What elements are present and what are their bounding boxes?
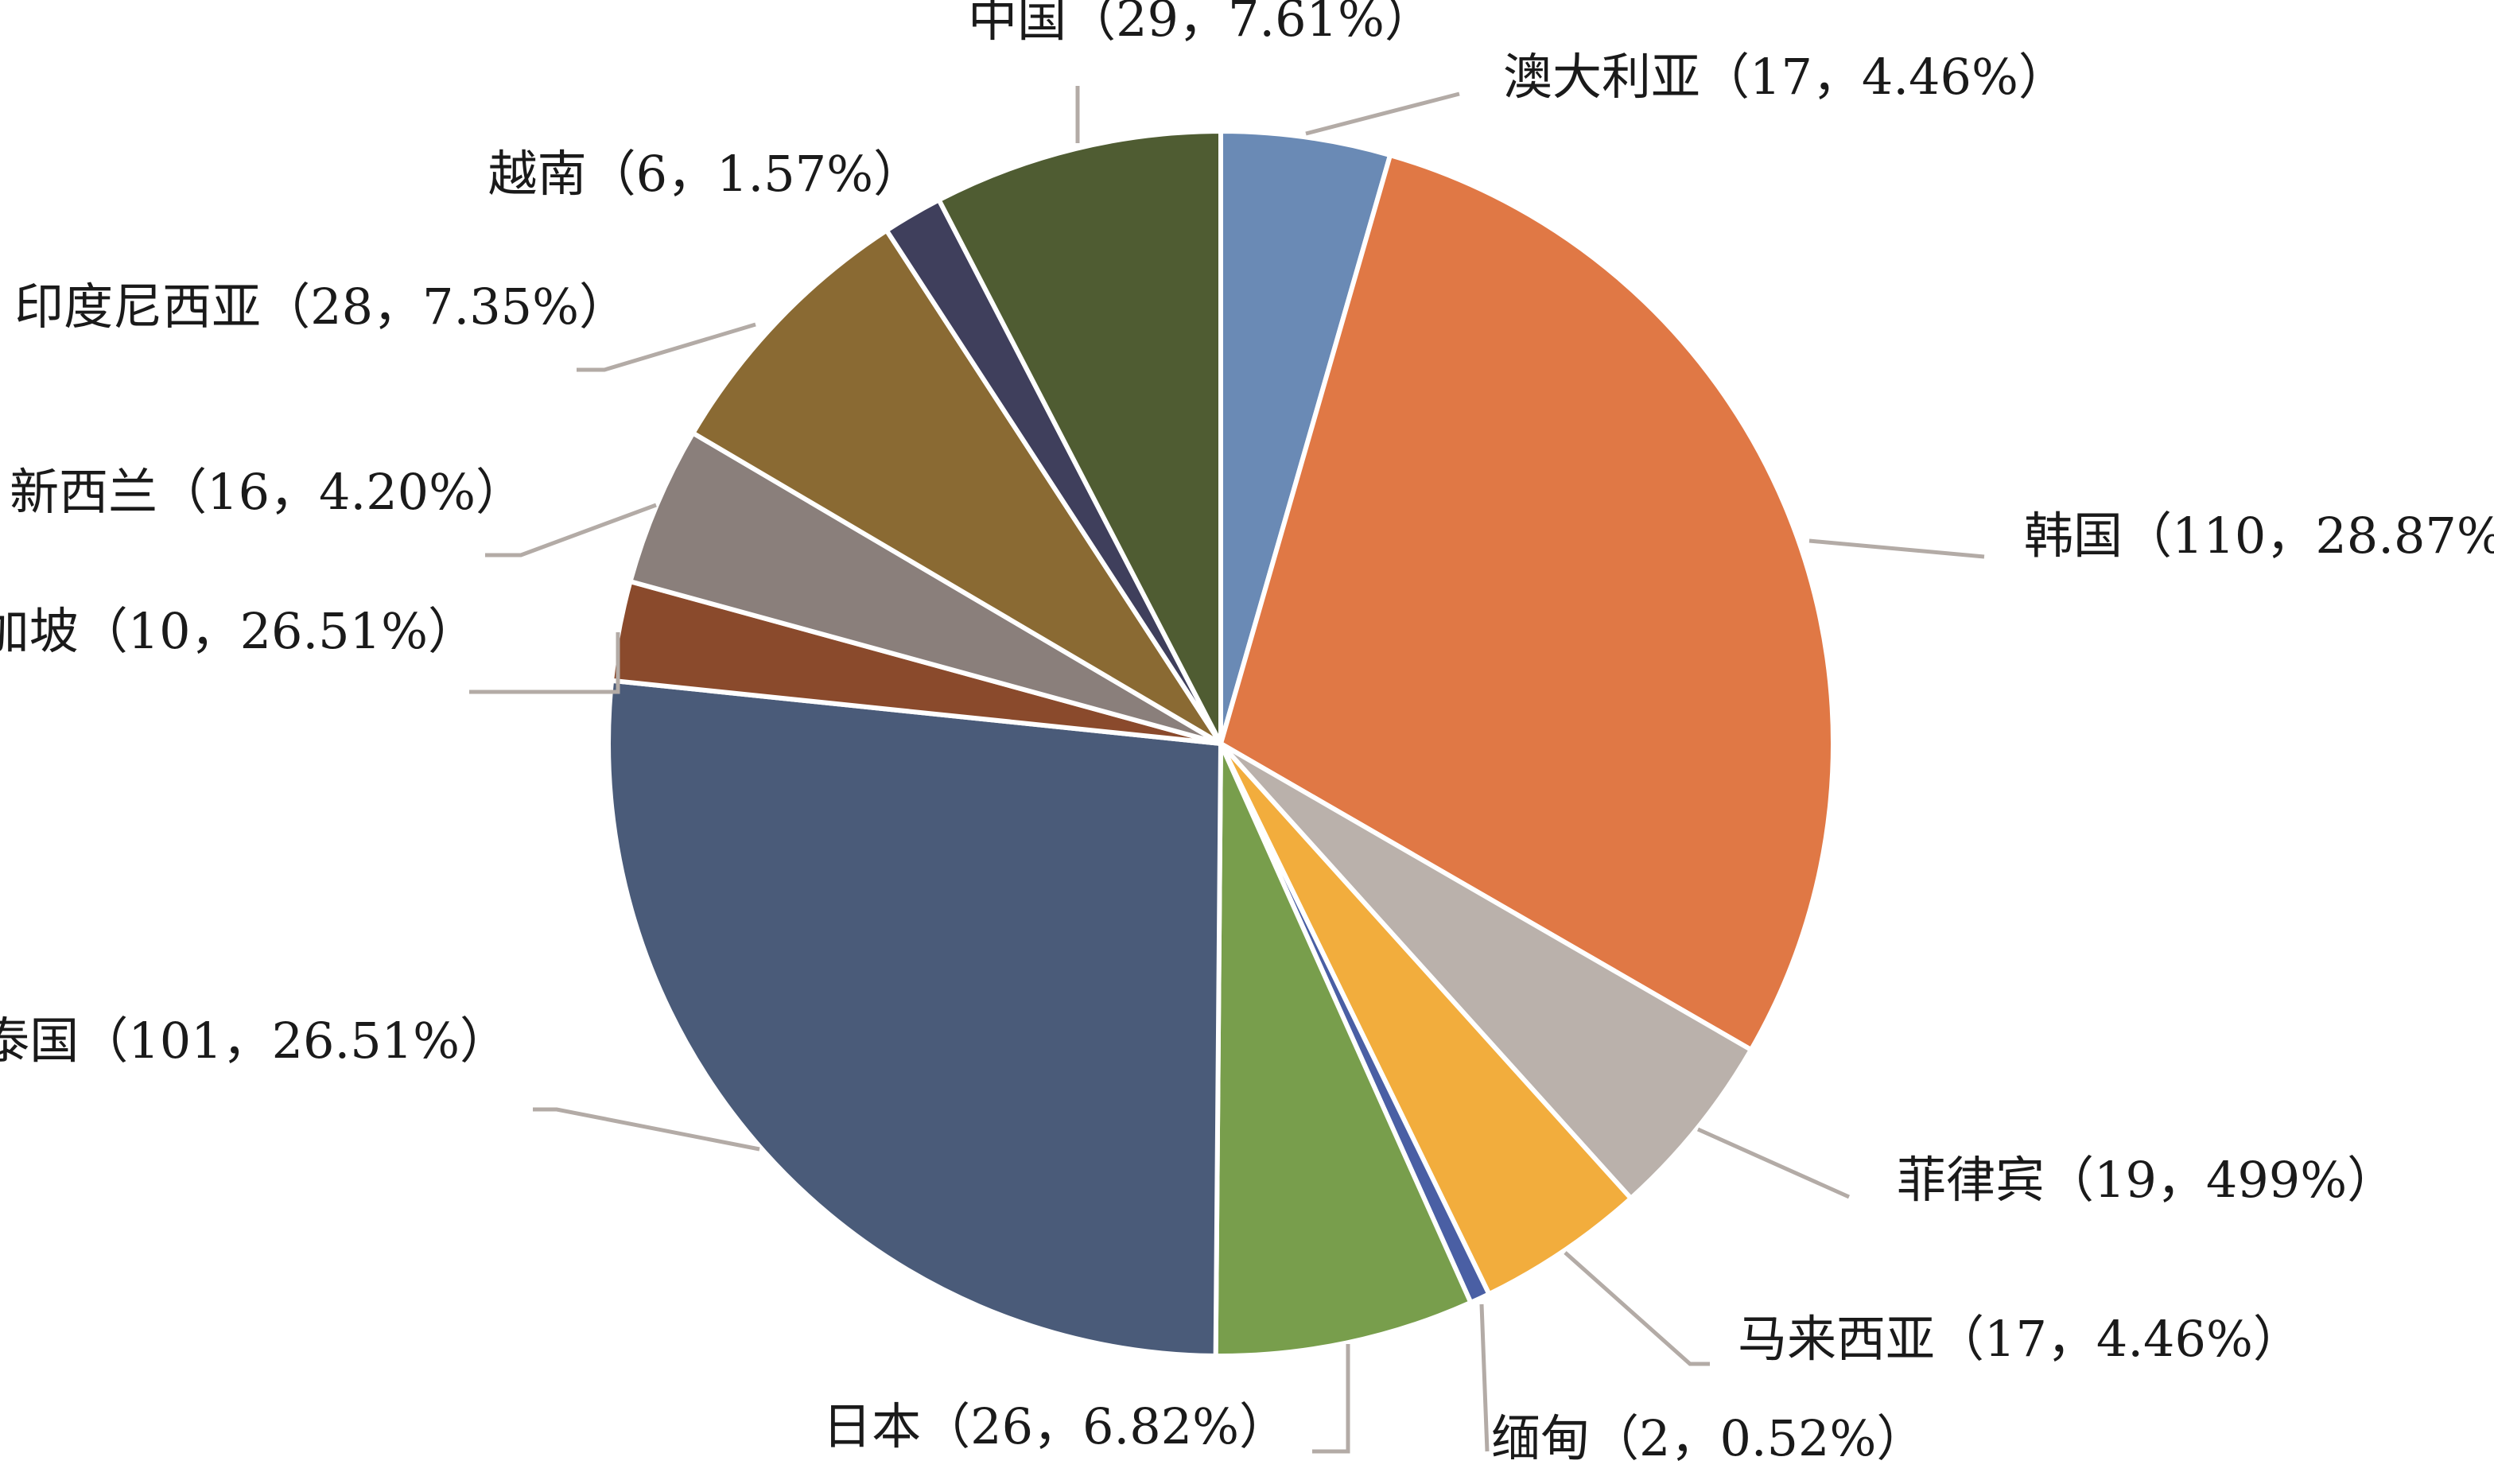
slice-label-7: 泰国（101，26.51%）	[0, 1012, 509, 1070]
leader-line-8	[469, 632, 620, 694]
pie-slice-12	[935, 128, 1223, 745]
slice-label-8: 新加坡（10，26.51%）	[0, 602, 477, 660]
pie-slice-10	[690, 227, 1223, 746]
leader-line-10	[577, 322, 756, 372]
pie-slice-7	[606, 678, 1224, 1358]
slice-label-9: 新西兰（16，4.20%）	[10, 463, 525, 521]
leader-line-3	[1696, 1127, 1851, 1199]
slice-label-10: 印度尼西亚（28，7.35%）	[14, 278, 628, 336]
pie-slice-3	[1218, 741, 1754, 1202]
pie-slice-9	[627, 429, 1222, 746]
leader-line-5	[1479, 1303, 1490, 1452]
leader-line-4	[1564, 1251, 1710, 1366]
slice-label-12: 中国（29，7.61%）	[968, 0, 1434, 48]
slice-label-4: 马来西亚（17，4.46%）	[1738, 1310, 2302, 1368]
pie-slice-6	[1213, 742, 1474, 1358]
leader-line-1	[1305, 91, 1460, 136]
pie-slice-4	[1218, 741, 1634, 1298]
slice-label-11: 越南（6，1.57%）	[488, 145, 923, 203]
slice-label-3: 菲律宾（19，499%）	[1897, 1151, 2396, 1209]
slice-label-1: 澳大利亚（17，4.46%）	[1503, 48, 2068, 106]
leader-line-6	[1312, 1344, 1350, 1454]
leader-line-2	[1808, 538, 1985, 559]
slice-label-5: 缅甸（2，0.52%）	[1491, 1409, 1925, 1467]
pie-slice-2	[1218, 152, 1836, 1054]
leader-line-9	[485, 503, 657, 557]
slice-label-6: 日本（26，6.82%）	[822, 1397, 1288, 1455]
slice-label-2: 韩国（110，28.87%）	[2024, 507, 2494, 565]
leader-line-7	[533, 1107, 760, 1152]
